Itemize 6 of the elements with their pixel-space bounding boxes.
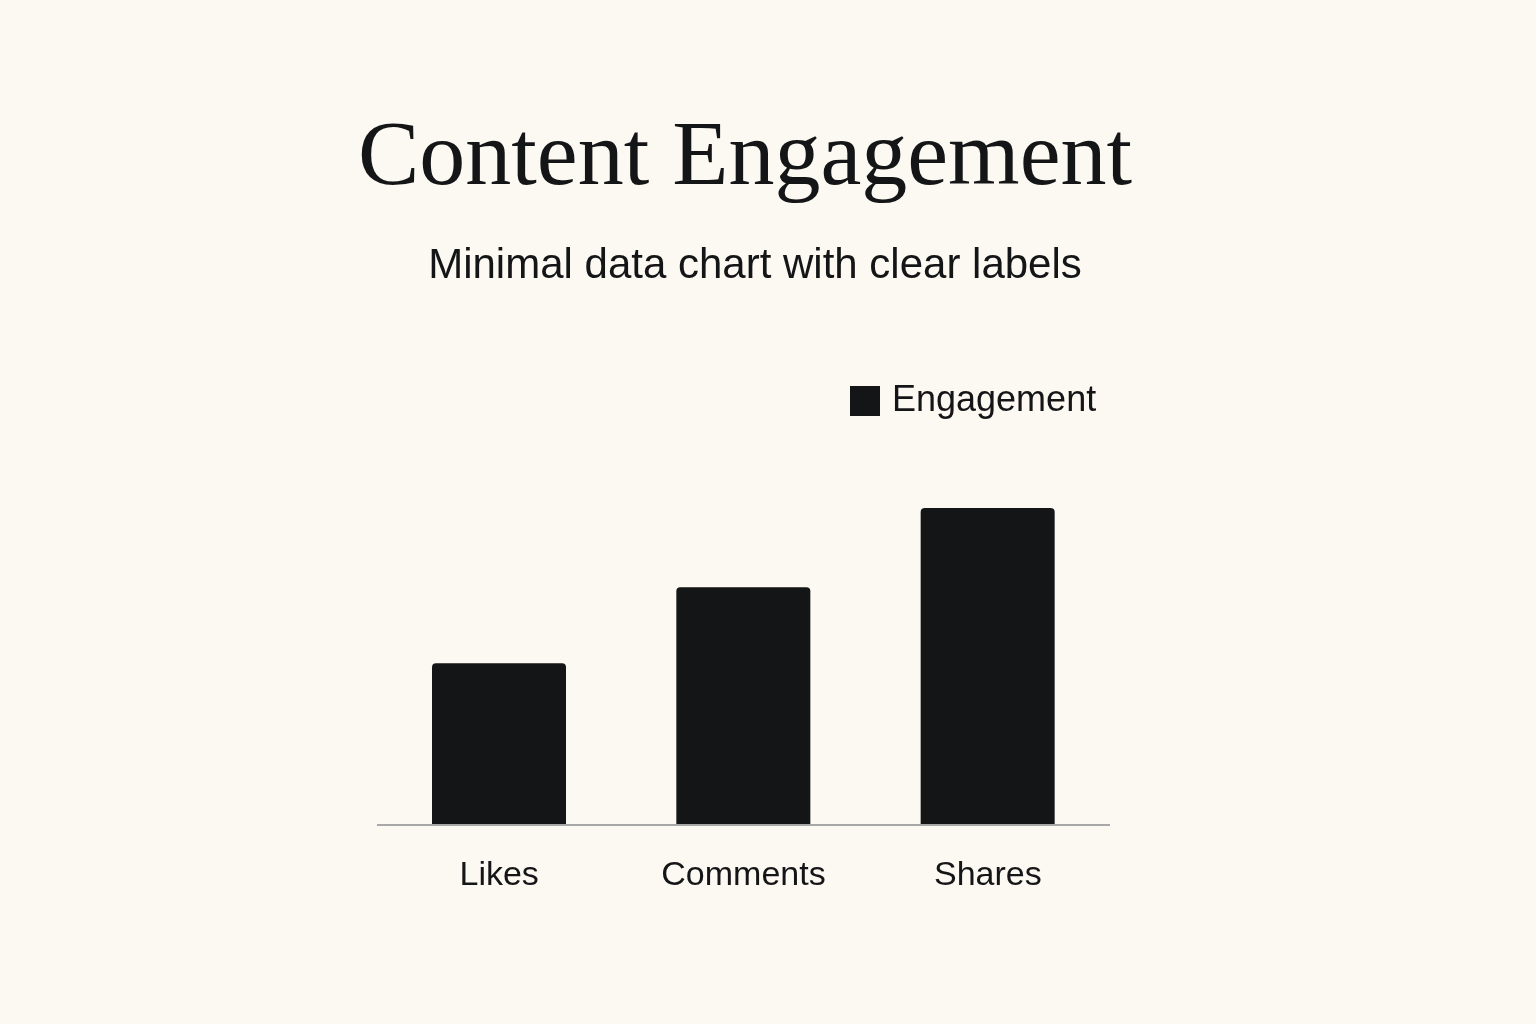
chart-subtitle: Minimal data chart with clear labels [427, 240, 1083, 288]
x-tick-label: Comments [661, 854, 826, 893]
x-tick-label: Likes [459, 854, 539, 893]
legend-label: Engagement [892, 378, 1097, 419]
x-tick-label: Shares [933, 854, 1042, 893]
chart-title: Content Engagement [356, 101, 1134, 206]
